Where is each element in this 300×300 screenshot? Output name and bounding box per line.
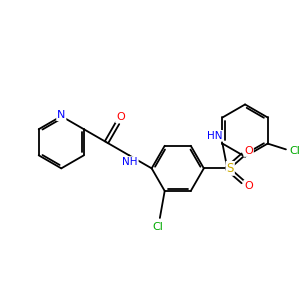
Text: Cl: Cl [152,222,164,232]
Text: O: O [244,146,253,156]
Text: N: N [57,110,65,120]
Text: S: S [226,162,234,175]
Text: Cl: Cl [289,146,300,156]
Text: HN: HN [207,131,223,141]
Text: NH: NH [122,157,138,167]
Text: O: O [116,112,125,122]
Text: O: O [244,181,253,191]
